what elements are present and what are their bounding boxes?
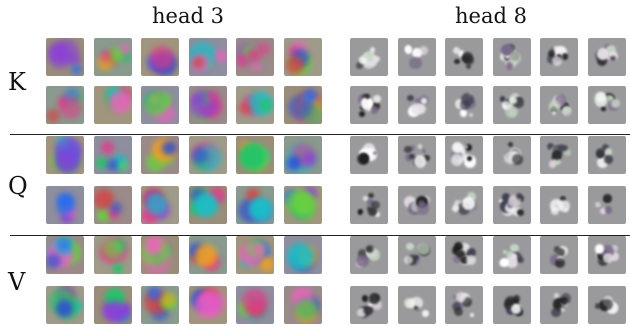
head-8-filter-tile <box>588 186 626 224</box>
head-3-filter-tile <box>236 86 274 124</box>
head-3-filter-tile <box>189 236 227 274</box>
head-3-filter-tile <box>141 38 179 76</box>
head-8-filter-tile <box>350 38 388 76</box>
head-3-filter-tile <box>236 136 274 174</box>
head-3-filter-tile <box>141 286 179 324</box>
head-3-filter-tile <box>94 236 132 274</box>
head-8-filter-tile <box>350 86 388 124</box>
head-8-filter-tile <box>493 186 531 224</box>
head-3-filter-tile <box>94 186 132 224</box>
head-8-filter-tile <box>398 236 436 274</box>
row-label-q: Q <box>8 172 28 200</box>
head-title-right: head 8 <box>455 4 527 28</box>
head-3-filter-tile <box>141 236 179 274</box>
head-8-filter-tile <box>398 86 436 124</box>
head-8-filter-tile <box>588 236 626 274</box>
head-3-filter-tile <box>141 136 179 174</box>
head-3-filter-tile <box>189 286 227 324</box>
head-8-filter-tile <box>493 136 531 174</box>
head-3-filter-tile <box>236 38 274 76</box>
head-8-filter-tile <box>445 86 483 124</box>
head-3-filter-tile <box>46 186 84 224</box>
head-3-filter-tile <box>236 236 274 274</box>
head-8-tile-grid <box>350 38 630 324</box>
head-8-filter-tile <box>540 186 578 224</box>
row-label-v: V <box>8 268 26 296</box>
head-8-filter-tile <box>540 236 578 274</box>
head-8-filter-tile <box>398 38 436 76</box>
head-8-filter-tile <box>540 286 578 324</box>
head-3-filter-tile <box>284 136 322 174</box>
divider-qv <box>10 235 630 236</box>
head-3-filter-tile <box>189 186 227 224</box>
head-8-filter-tile <box>398 186 436 224</box>
head-8-filter-tile <box>493 236 531 274</box>
head-3-filter-tile <box>284 38 322 76</box>
head-8-filter-tile <box>398 286 436 324</box>
row-label-k: K <box>8 68 26 96</box>
head-3-filter-tile <box>189 136 227 174</box>
head-3-filter-tile <box>284 236 322 274</box>
head-8-filter-tile <box>588 38 626 76</box>
head-3-filter-tile <box>284 86 322 124</box>
head-8-filter-tile <box>493 286 531 324</box>
head-8-filter-tile <box>350 236 388 274</box>
head-8-filter-tile <box>350 186 388 224</box>
head-3-filter-tile <box>94 286 132 324</box>
head-8-filter-tile <box>445 286 483 324</box>
head-3-filter-tile <box>46 136 84 174</box>
head-3-filter-tile <box>141 86 179 124</box>
divider-kq <box>10 134 630 135</box>
head-3-filter-tile <box>94 86 132 124</box>
head-3-filter-tile <box>189 38 227 76</box>
head-3-filter-tile <box>94 136 132 174</box>
head-8-filter-tile <box>445 136 483 174</box>
head-3-tile-grid <box>46 38 331 324</box>
head-3-filter-tile <box>46 286 84 324</box>
head-8-filter-tile <box>588 136 626 174</box>
head-8-filter-tile <box>493 86 531 124</box>
head-3-filter-tile <box>46 38 84 76</box>
head-8-filter-tile <box>540 86 578 124</box>
head-title-left: head 3 <box>152 4 224 28</box>
head-3-filter-tile <box>46 86 84 124</box>
head-3-filter-tile <box>94 38 132 76</box>
head-8-filter-tile <box>350 286 388 324</box>
head-8-filter-tile <box>540 136 578 174</box>
head-3-filter-tile <box>236 186 274 224</box>
head-3-filter-tile <box>46 236 84 274</box>
head-8-filter-tile <box>588 86 626 124</box>
head-8-filter-tile <box>445 38 483 76</box>
head-8-filter-tile <box>493 38 531 76</box>
head-3-filter-tile <box>284 286 322 324</box>
head-3-filter-tile <box>189 86 227 124</box>
head-3-filter-tile <box>141 186 179 224</box>
head-8-filter-tile <box>445 236 483 274</box>
head-8-filter-tile <box>445 186 483 224</box>
head-3-filter-tile <box>236 286 274 324</box>
head-8-filter-tile <box>540 38 578 76</box>
head-8-filter-tile <box>350 136 388 174</box>
head-8-filter-tile <box>588 286 626 324</box>
head-8-filter-tile <box>398 136 436 174</box>
head-3-filter-tile <box>284 186 322 224</box>
